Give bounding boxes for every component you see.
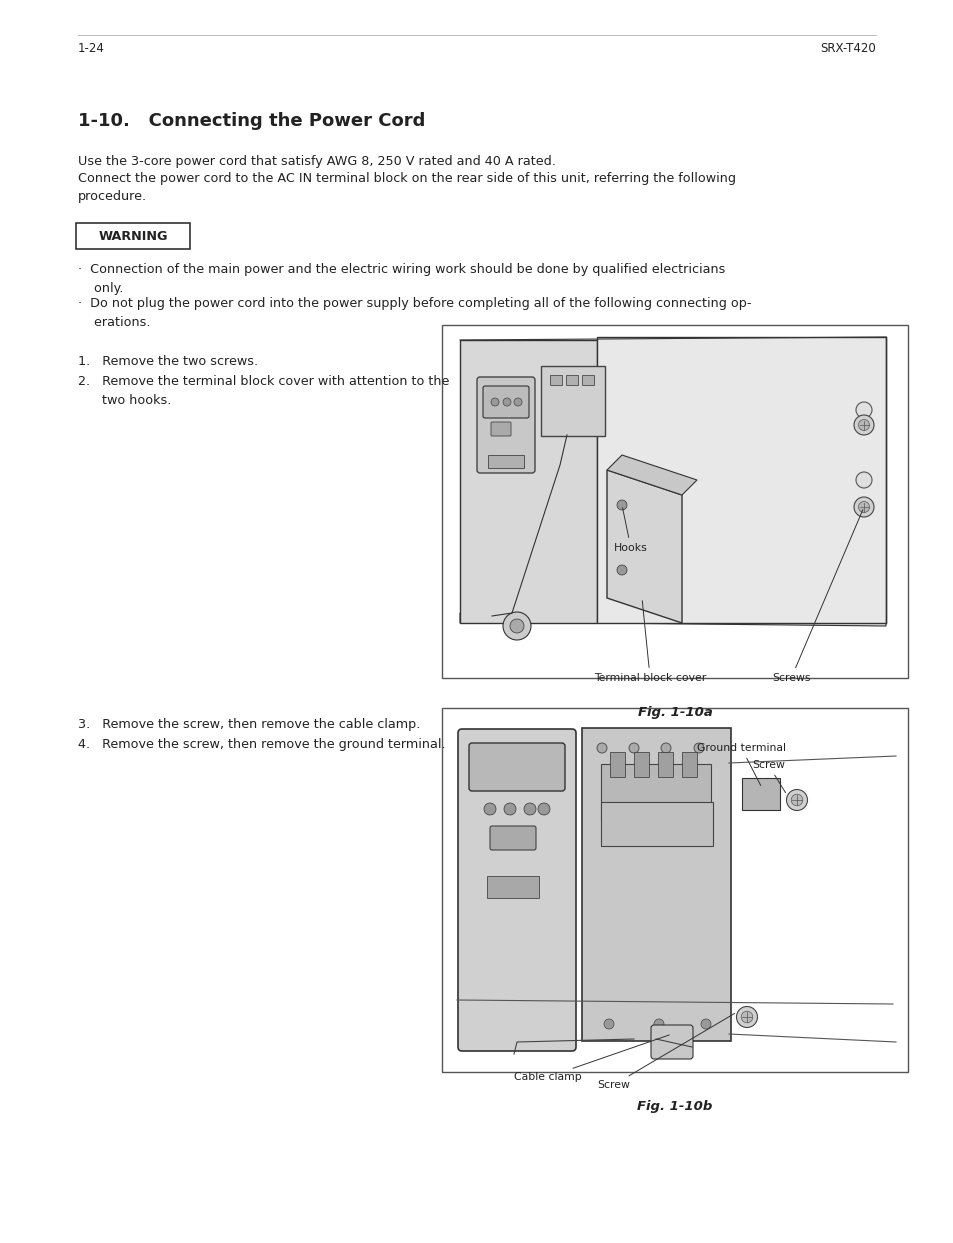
Bar [597, 337, 885, 623]
Text: 1-10.   Connecting the Power Cord: 1-10. Connecting the Power Cord [78, 112, 425, 131]
Bar [550, 375, 561, 385]
Bar [609, 752, 624, 777]
Circle shape [700, 1019, 710, 1029]
Text: 1.   Remove the two screws.: 1. Remove the two screws. [78, 355, 258, 368]
FancyBboxPatch shape [482, 387, 529, 418]
Polygon shape [459, 613, 885, 626]
Bar [634, 752, 648, 777]
Text: 3.   Remove the screw, then remove the cable clamp.: 3. Remove the screw, then remove the cab… [78, 718, 420, 731]
FancyBboxPatch shape [600, 764, 710, 820]
Bar [565, 375, 578, 385]
Polygon shape [488, 455, 523, 469]
Text: SRX-T420: SRX-T420 [820, 42, 875, 55]
FancyBboxPatch shape [476, 377, 535, 474]
Text: Ground terminal: Ground terminal [697, 743, 785, 786]
Circle shape [597, 743, 606, 753]
Polygon shape [459, 341, 597, 623]
Text: 1-24: 1-24 [78, 42, 105, 55]
FancyBboxPatch shape [76, 222, 190, 249]
Text: ·  Connection of the main power and the electric wiring work should be done by q: · Connection of the main power and the e… [78, 264, 724, 276]
Text: erations.: erations. [78, 316, 151, 329]
FancyBboxPatch shape [457, 728, 576, 1052]
Text: Fig. 1-10a: Fig. 1-10a [637, 706, 712, 718]
Circle shape [523, 803, 536, 815]
Circle shape [502, 398, 511, 406]
Text: Use the 3-core power cord that satisfy AWG 8, 250 V rated and 40 A rated.: Use the 3-core power cord that satisfy A… [78, 155, 556, 168]
Circle shape [514, 398, 521, 406]
Circle shape [855, 401, 871, 418]
Circle shape [603, 1019, 614, 1029]
Text: WARNING: WARNING [98, 230, 168, 242]
Bar [486, 876, 538, 897]
Circle shape [736, 1007, 757, 1028]
Circle shape [491, 398, 498, 406]
Circle shape [617, 566, 626, 576]
Circle shape [660, 743, 670, 753]
Polygon shape [741, 778, 780, 810]
Text: 4.   Remove the screw, then remove the ground terminal.: 4. Remove the screw, then remove the gro… [78, 738, 445, 751]
FancyBboxPatch shape [469, 743, 564, 791]
Circle shape [510, 619, 523, 633]
Bar [581, 375, 594, 385]
Circle shape [654, 1019, 663, 1029]
Text: ·  Do not plug the power cord into the power supply before completing all of the: · Do not plug the power cord into the po… [78, 297, 751, 310]
Text: 2.   Remove the terminal block cover with attention to the: 2. Remove the terminal block cover with … [78, 375, 449, 388]
Circle shape [628, 743, 639, 753]
Bar [441, 324, 907, 677]
Circle shape [617, 500, 626, 510]
Circle shape [785, 789, 806, 810]
FancyBboxPatch shape [540, 365, 604, 436]
Text: Connect the power cord to the AC IN terminal block on the rear side of this unit: Connect the power cord to the AC IN term… [78, 172, 735, 185]
Bar [441, 709, 907, 1071]
Text: Fig. 1-10b: Fig. 1-10b [637, 1100, 712, 1112]
Circle shape [790, 794, 802, 805]
Circle shape [855, 472, 871, 488]
Text: procedure.: procedure. [78, 190, 147, 203]
FancyBboxPatch shape [491, 423, 511, 436]
Text: Cable clamp: Cable clamp [514, 1035, 669, 1081]
Text: Screw: Screw [751, 759, 784, 793]
FancyBboxPatch shape [600, 802, 712, 846]
Circle shape [503, 803, 516, 815]
Text: Terminal block cover: Terminal block cover [594, 600, 705, 682]
Text: Screw: Screw [597, 1013, 734, 1090]
Polygon shape [606, 470, 681, 623]
Circle shape [853, 415, 873, 435]
Circle shape [693, 743, 703, 753]
Circle shape [537, 803, 550, 815]
Text: Screws: Screws [771, 510, 862, 682]
Bar [658, 752, 672, 777]
Circle shape [740, 1012, 752, 1023]
Circle shape [853, 497, 873, 517]
FancyBboxPatch shape [581, 728, 730, 1040]
Circle shape [483, 803, 496, 815]
Circle shape [858, 419, 868, 430]
FancyBboxPatch shape [650, 1025, 692, 1059]
Circle shape [858, 501, 868, 512]
Circle shape [502, 612, 531, 640]
Polygon shape [606, 455, 697, 495]
Text: only.: only. [78, 282, 123, 295]
Bar [681, 752, 697, 777]
Text: Hooks: Hooks [614, 507, 647, 553]
FancyBboxPatch shape [490, 827, 536, 850]
Text: two hooks.: two hooks. [78, 394, 172, 406]
